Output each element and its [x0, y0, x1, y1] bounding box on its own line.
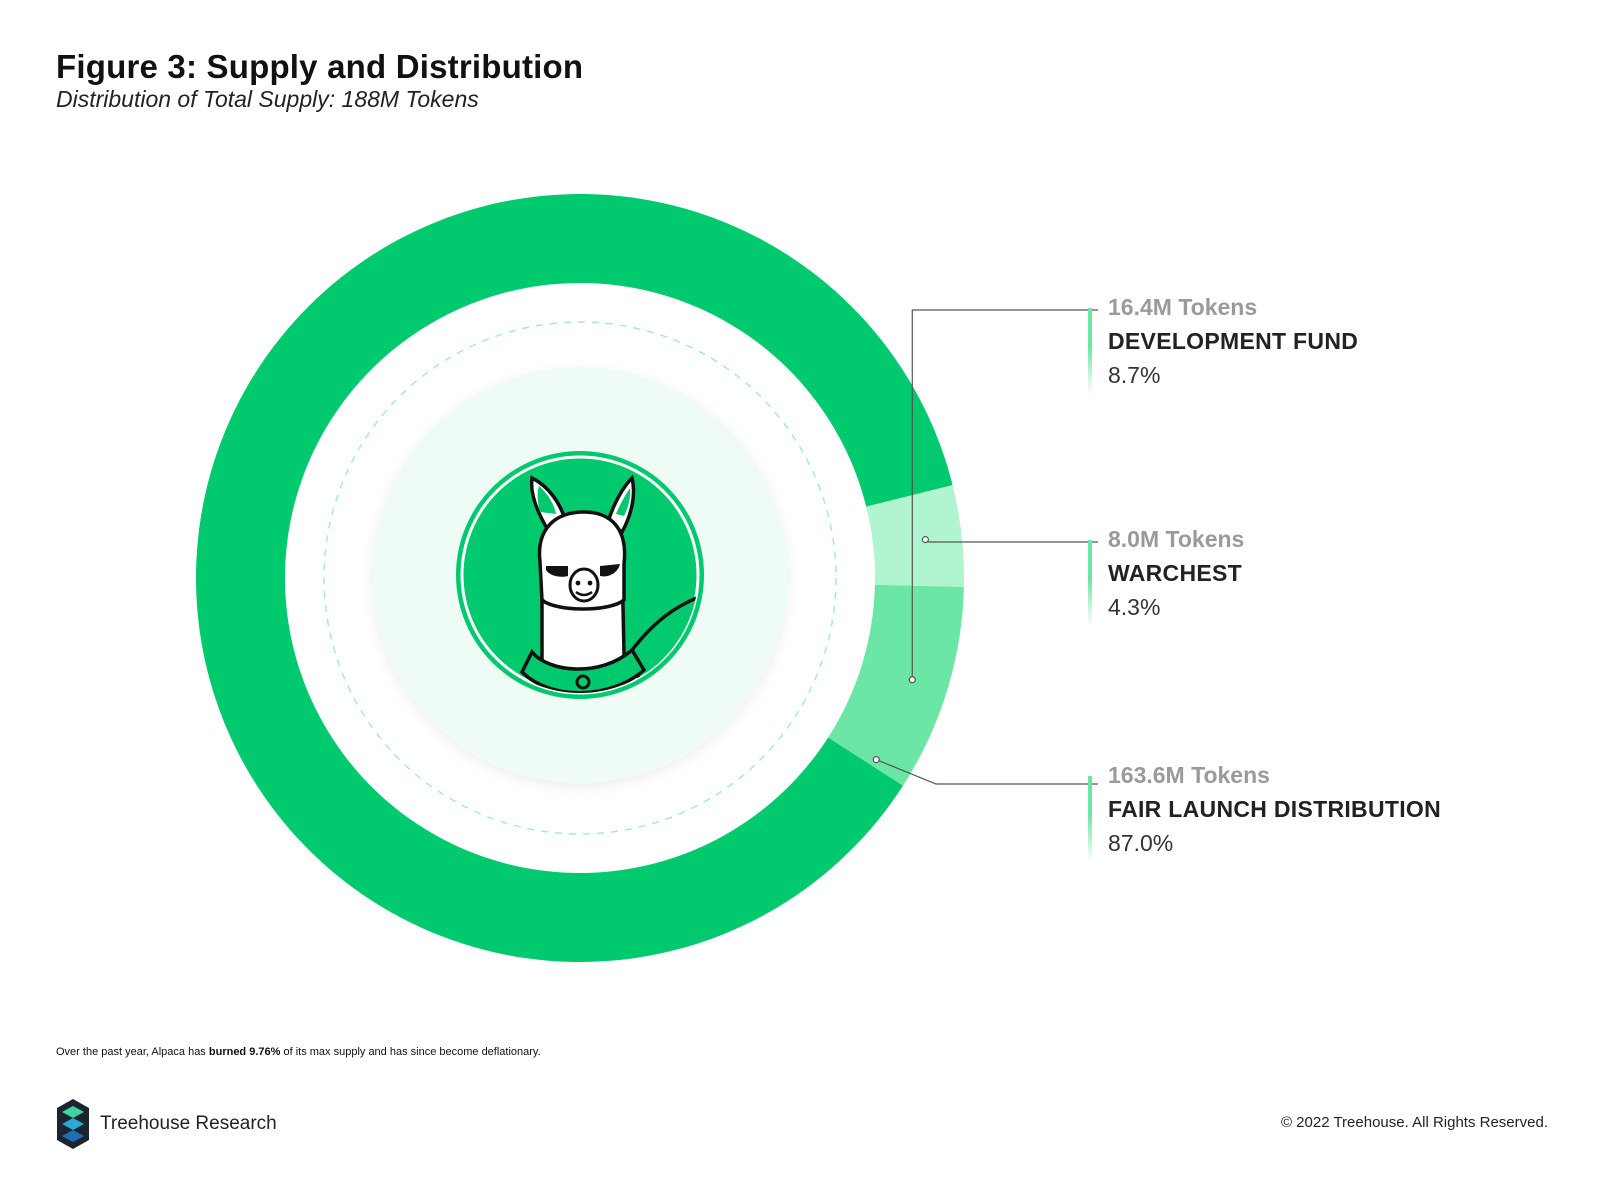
- donut-segments: [196, 194, 965, 963]
- leader-line-fair-launch-distribution: [876, 759, 1098, 785]
- callout-accent-bar-fair-launch: [1088, 776, 1092, 862]
- copyright: © 2022 Treehouse. All Rights Reserved.: [1280, 1114, 1548, 1131]
- leader-line-development-fund: [911, 309, 1098, 680]
- callout-accent-bar-warchest: [1088, 540, 1092, 626]
- callout-tokens: 8.0M Tokens: [1108, 526, 1245, 552]
- donut-segment-development-fund: [828, 584, 964, 786]
- callout-percent: 8.7%: [1108, 362, 1161, 388]
- chart-subtitle: Distribution of Total Supply: 188M Token…: [56, 86, 479, 112]
- footnote: Over the past year, Alpaca has burned 9.…: [56, 1046, 541, 1058]
- brand-name: Treehouse Research: [100, 1113, 277, 1134]
- footnote-text-bold: burned 9.76%: [208, 1046, 281, 1058]
- leader-anchor-dot: [921, 536, 929, 544]
- callout-development-fund: 16.4M Tokens DEVELOPMENT FUND 8.7%: [1108, 290, 1358, 392]
- chart-title: Figure 3: Supply and Distribution: [56, 48, 584, 85]
- treehouse-logo-icon: [57, 1099, 89, 1149]
- dashed-guide-ring: [323, 321, 837, 835]
- callout-percent: 4.3%: [1108, 594, 1161, 620]
- callout-tokens: 16.4M Tokens: [1108, 294, 1258, 320]
- leader-anchor-dot: [908, 676, 916, 684]
- callout-leader-lines: [872, 309, 1098, 785]
- callout-tokens: 163.6M Tokens: [1108, 762, 1270, 788]
- leader-anchor-dot: [872, 756, 880, 764]
- callout-warchest: 8.0M Tokens WARCHEST 4.3%: [1108, 522, 1244, 624]
- callout-name: DEVELOPMENT FUND: [1108, 328, 1359, 354]
- callout-accent-bar-development: [1088, 308, 1092, 394]
- callout-fair-launch: 163.6M Tokens FAIR LAUNCH DISTRIBUTION 8…: [1108, 758, 1441, 860]
- callout-name: WARCHEST: [1108, 560, 1243, 586]
- footnote-text-after: of its max supply and has since become d…: [280, 1046, 541, 1058]
- callout-name: FAIR LAUNCH DISTRIBUTION: [1108, 796, 1442, 822]
- alpaca-mascot-icon: [456, 451, 704, 699]
- donut-segment-warchest: [866, 485, 965, 587]
- callout-percent: 87.0%: [1108, 830, 1174, 856]
- footnote-text-before: Over the past year, Alpaca has: [56, 1046, 209, 1058]
- brand: Treehouse Research: [56, 1098, 277, 1150]
